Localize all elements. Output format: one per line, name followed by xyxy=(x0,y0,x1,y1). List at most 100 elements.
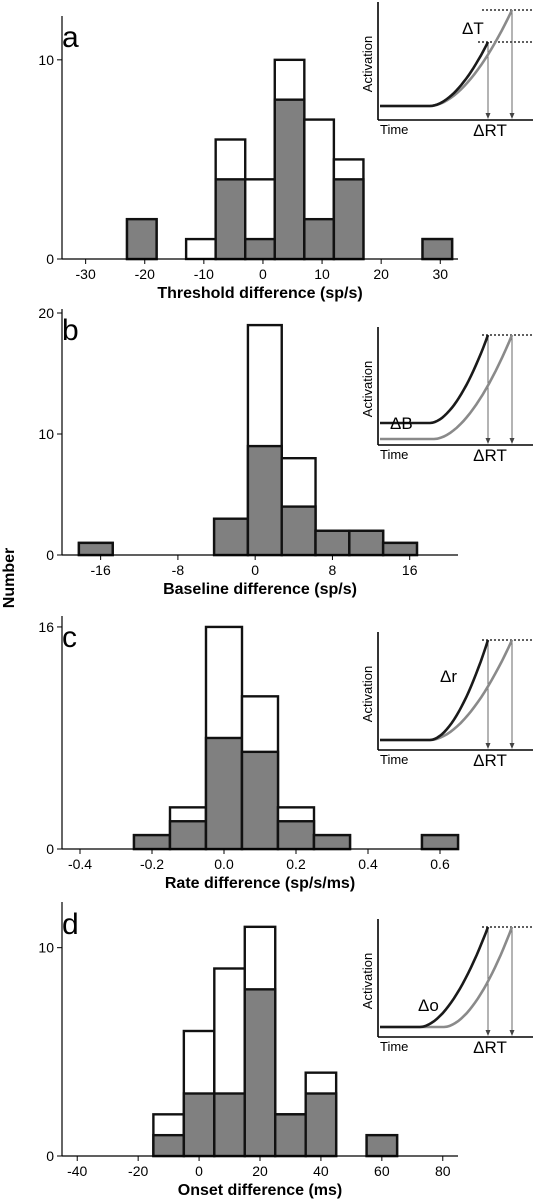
inset-rt-label: ΔRT xyxy=(473,1038,507,1057)
x-tick-label: -10 xyxy=(194,266,214,282)
inset-rt-label: ΔRT xyxy=(473,751,507,770)
bar-shaded xyxy=(182,1092,216,1158)
inset-rt-label: ΔRT xyxy=(473,121,507,140)
bar-shaded xyxy=(168,820,208,851)
bar-shaded xyxy=(77,541,114,557)
y-tick-label: 0 xyxy=(46,251,54,267)
y-tick-label: 20 xyxy=(38,305,54,321)
inset-time-label: Time xyxy=(380,752,408,767)
x-tick-label: 16 xyxy=(402,562,418,578)
bar-shaded xyxy=(243,988,277,1158)
x-tick-label: -40 xyxy=(67,1163,87,1179)
x-axis-label: Onset difference (ms) xyxy=(178,1182,342,1199)
inset-arrowhead xyxy=(485,113,491,119)
x-tick-label: -0.4 xyxy=(68,856,92,872)
bar-shaded xyxy=(213,1092,246,1158)
bar-shaded xyxy=(274,1113,307,1158)
panel-b: -16 -8 0 8 16 0 10 20 Baseline difference (sp/s)… xyxy=(38,305,533,598)
x-tick-label: 60 xyxy=(374,1163,390,1179)
inset-trace-dark xyxy=(380,41,490,108)
bar-shaded xyxy=(132,833,172,851)
inset-delta-label: Δr xyxy=(440,667,457,686)
bar-shaded xyxy=(240,750,280,851)
x-axis-label: Baseline difference (sp/s) xyxy=(163,581,357,598)
bar-shaded xyxy=(280,505,317,557)
bar-shaded xyxy=(314,529,351,557)
bar-shaded xyxy=(152,1133,186,1158)
inset-arrowhead xyxy=(509,113,515,119)
inset-activation-label: Activation xyxy=(360,953,375,1009)
inset-schematic: Activation Time ΔRT ΔT xyxy=(360,2,533,140)
x-tick-label: 0.2 xyxy=(286,856,306,872)
bar-total xyxy=(184,237,217,261)
inset-arrowhead xyxy=(485,1030,491,1036)
inset-trace-light xyxy=(380,639,514,742)
inset-rt-label: ΔRT xyxy=(473,446,507,465)
inset-trace-light xyxy=(380,9,514,108)
inset-delta-label: Δo xyxy=(418,996,439,1015)
bar-shaded xyxy=(125,217,158,261)
x-tick-label: 0.0 xyxy=(214,856,234,872)
inset-trace-light xyxy=(380,334,514,441)
y-tick-label: 0 xyxy=(46,841,54,857)
x-axis-label: Threshold difference (sp/s) xyxy=(157,285,362,302)
inset-time-label: Time xyxy=(380,447,408,462)
x-tick-label: 0 xyxy=(259,266,267,282)
panel-letter: b xyxy=(62,314,79,347)
x-tick-label: 0 xyxy=(251,562,259,578)
x-tick-label: -8 xyxy=(172,562,185,578)
x-tick-label: -20 xyxy=(128,1163,148,1179)
inset-trace-dark xyxy=(380,334,490,425)
bar-shaded xyxy=(332,178,365,261)
bar-shaded xyxy=(204,736,244,851)
y-tick-label: 0 xyxy=(46,1148,54,1164)
y-tick-label: 16 xyxy=(38,619,54,635)
x-tick-label: 8 xyxy=(329,562,337,578)
x-tick-label: 80 xyxy=(435,1163,451,1179)
y-tick-label: 10 xyxy=(38,426,54,442)
x-tick-label: 0.4 xyxy=(358,856,378,872)
inset-trace-light xyxy=(380,926,514,1029)
bar-shaded xyxy=(365,1133,399,1158)
inset-trace-dark xyxy=(380,926,490,1029)
panel-a: -30 -20 -10 0 10 20 30 0 10 Threshold difference … xyxy=(38,2,533,302)
inset-delta-label: ΔT xyxy=(462,19,484,38)
bar-shaded xyxy=(212,517,250,557)
bar-shaded xyxy=(214,178,247,261)
panel-d: -40 -20 0 20 40 60 80 0 10 Onset difference (ms) d… xyxy=(38,902,533,1199)
panel-letter: a xyxy=(62,21,79,54)
bar-shaded xyxy=(312,833,352,851)
bar-shaded xyxy=(303,217,336,261)
inset-time-label: Time xyxy=(380,1039,408,1054)
x-tick-label: 0 xyxy=(195,1163,203,1179)
bar-shaded xyxy=(420,833,460,851)
x-tick-label: 40 xyxy=(313,1163,329,1179)
x-tick-label: -16 xyxy=(91,562,111,578)
y-tick-label: 10 xyxy=(38,940,54,956)
x-tick-label: -0.2 xyxy=(140,856,164,872)
inset-arrowhead xyxy=(509,438,515,444)
x-axis-label: Rate difference (sp/s/ms) xyxy=(165,875,355,892)
bar-shaded xyxy=(348,529,385,557)
x-tick-label: -20 xyxy=(135,266,155,282)
x-tick-label: 30 xyxy=(432,266,448,282)
x-tick-label: 20 xyxy=(373,266,389,282)
inset-schematic: Activation Time ΔRT Δr xyxy=(360,632,533,770)
bar-shaded xyxy=(273,98,306,261)
bar-shaded xyxy=(304,1092,338,1158)
inset-schematic: Activation Time ΔRT Δo xyxy=(360,919,533,1057)
bar-shaded xyxy=(421,237,454,261)
bar-shaded xyxy=(244,237,276,261)
inset-arrowhead xyxy=(509,743,515,749)
inset-arrowhead xyxy=(485,438,491,444)
x-tick-label: 10 xyxy=(314,266,330,282)
panels: -30 -20 -10 0 10 20 30 0 10 Threshold difference … xyxy=(38,2,533,1199)
panel-c: -0.4 -0.2 0.0 0.2 0.4 0.6 0 16 Rate difference (… xyxy=(38,616,533,892)
y-axis-label: Number xyxy=(1,548,18,608)
inset-activation-label: Activation xyxy=(360,36,375,92)
inset-schematic: Activation Time ΔRT ΔB xyxy=(360,327,533,465)
bar-shaded xyxy=(276,820,316,851)
x-tick-label: 0.6 xyxy=(430,856,450,872)
inset-delta-label: ΔB xyxy=(390,414,413,433)
